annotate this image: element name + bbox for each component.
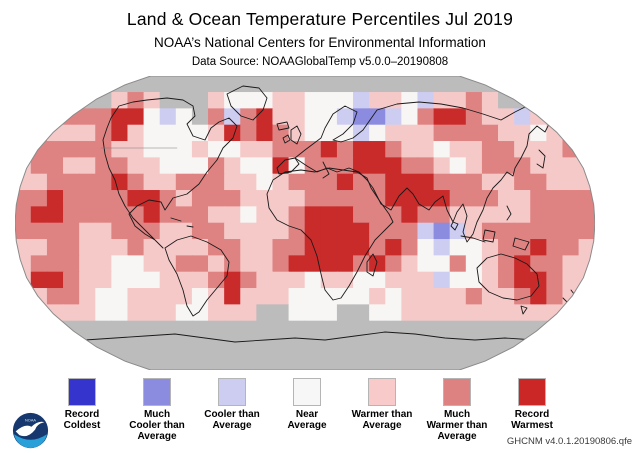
legend-item: Much Cooler than Average <box>115 378 199 442</box>
legend-label: Near Average <box>287 409 327 431</box>
legend-label: Record Warmest <box>511 409 553 431</box>
legend-item: Much Warmer than Average <box>415 378 499 442</box>
legend-label: Much Warmer than Average <box>426 409 488 442</box>
legend-item: Near Average <box>265 378 349 431</box>
dataset-version-label: GHCNM v4.0.1.20190806.qfe <box>506 436 632 447</box>
legend-swatch <box>368 378 396 406</box>
legend-swatch <box>143 378 171 406</box>
legend-swatch <box>218 378 246 406</box>
page-subtitle: NOAA’s National Centers for Environmenta… <box>154 35 486 50</box>
world-map <box>14 75 596 371</box>
noaa-logo: NOAA <box>12 412 49 449</box>
page-title: Land & Ocean Temperature Percentiles Jul… <box>126 9 514 29</box>
legend-label: Cooler than Average <box>204 409 260 431</box>
legend-label: Much Cooler than Average <box>129 409 185 442</box>
percentile-cells <box>15 76 595 370</box>
legend-label: Record Coldest <box>63 409 101 431</box>
legend-item: Warmer than Average <box>340 378 424 431</box>
legend-item: Record Warmest <box>490 378 574 431</box>
legend-label: Warmer than Average <box>351 409 413 431</box>
legend-item: Cooler than Average <box>190 378 274 431</box>
coastlines <box>18 85 588 351</box>
legend: Record Coldest Much Cooler than Average Co… <box>0 378 640 448</box>
data-source-line: Data Source: NOAAGlobalTemp v5.0.0–20190… <box>191 56 449 68</box>
svg-text:NOAA: NOAA <box>25 417 36 422</box>
world-map-svg <box>14 75 596 371</box>
legend-item: Record Coldest <box>40 378 124 431</box>
legend-swatch <box>443 378 471 406</box>
legend-swatch <box>68 378 96 406</box>
legend-swatch <box>293 378 321 406</box>
legend-swatch <box>518 378 546 406</box>
